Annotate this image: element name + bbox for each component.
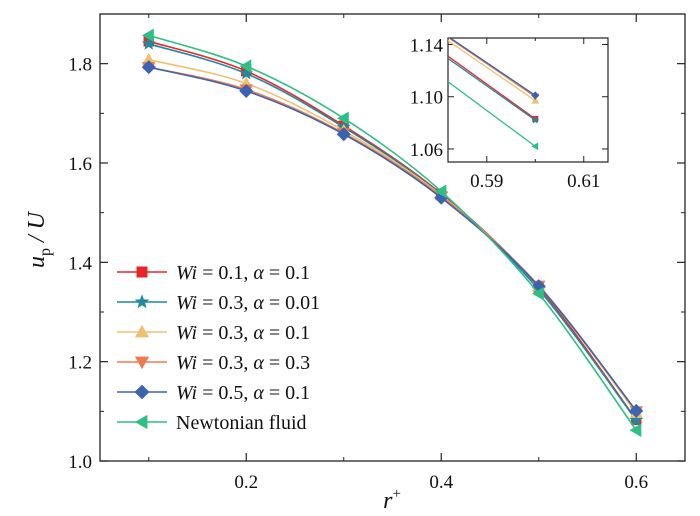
y-tick-label: 1.2 (68, 353, 92, 374)
y-tick-label: 1.4 (68, 253, 92, 274)
y-tick-label: 1.6 (68, 154, 92, 175)
data-point (141, 36, 156, 50)
data-point (336, 111, 349, 126)
data-point (239, 66, 254, 80)
series-line (148, 66, 637, 412)
legend-marker (134, 414, 148, 430)
x-tick-label: 0.6 (624, 472, 648, 493)
data-point (239, 59, 252, 73)
plot-frame (99, 13, 686, 462)
legend-marker (134, 384, 150, 400)
inset-series (448, 38, 540, 151)
y-axis-title-rest: / U (24, 210, 50, 248)
inset-data-point (531, 142, 539, 151)
data-point (141, 52, 156, 65)
inset-series-4 (449, 38, 540, 100)
data-point (629, 412, 644, 427)
x-axis-title-sup: + (392, 486, 400, 502)
inset-y-tick-label: 1.14 (410, 36, 444, 57)
inset-data-point (531, 116, 540, 124)
legend-marker (134, 356, 150, 370)
data-point (629, 403, 644, 418)
inset-series-line (448, 55, 536, 120)
data-point (141, 28, 154, 43)
data-point (434, 184, 447, 199)
x-tick-label: 0.4 (429, 472, 453, 493)
main-axes: 1.0 1.2 1.4 1.6 1.8 0.2 0.4 0.6 (68, 13, 685, 493)
inset-x-tick-label: 0.59 (470, 171, 503, 192)
legend-marker (134, 294, 150, 309)
y-tick-label: 1.0 (68, 452, 92, 473)
y-axis-title: up / U (24, 210, 54, 268)
legend-label: Wi = 0.3, α = 0.1 (176, 322, 310, 344)
inset-series-line (448, 57, 536, 121)
inset-series-1 (448, 57, 540, 124)
data-point (141, 60, 156, 75)
y-axis-title-main: u (24, 256, 50, 268)
inset-y-tick-label: 1.06 (410, 140, 443, 161)
legend: Wi = 0.1, α = 0.1 Wi = 0.3, α = 0.01 Wi = … (117, 262, 320, 434)
legend-label: Newtonian fluid (176, 412, 307, 434)
legend-label: Wi = 0.1, α = 0.1 (176, 262, 310, 284)
data-point (336, 127, 351, 142)
inset-chart: 1.06 1.10 1.14 0.59 0.61 (410, 36, 609, 192)
legend-label: Wi = 0.3, α = 0.3 (176, 352, 310, 374)
inset-series-line (449, 38, 536, 96)
inset-series-5 (448, 80, 539, 151)
inset-data-point (531, 91, 540, 100)
data-point (531, 286, 544, 301)
x-tick-label: 0.2 (234, 472, 258, 493)
inset-x-tick-label: 0.61 (567, 171, 600, 192)
data-point (629, 423, 642, 437)
inset-series-line (448, 38, 536, 98)
legend-label: Wi = 0.5, α = 0.1 (176, 382, 310, 404)
inset-series-line (448, 39, 536, 102)
y-tick-label: 1.8 (68, 55, 92, 76)
x-axis-title-main: r (383, 488, 393, 514)
inset-y-tick-label: 1.10 (410, 88, 443, 109)
inset-axes: 1.06 1.10 1.14 0.59 0.61 (410, 36, 608, 192)
legend-label: Wi = 0.3, α = 0.01 (176, 292, 320, 314)
series-line (148, 40, 637, 421)
y-axis-title-sub: p (37, 248, 54, 256)
legend-marker (136, 266, 148, 278)
x-axis-title: r+ (383, 486, 401, 514)
series-line (148, 43, 637, 421)
series-5 (141, 28, 642, 437)
legend-marker (134, 324, 150, 338)
data-point (239, 83, 254, 99)
inset-series-line (448, 80, 536, 147)
data-point (434, 190, 449, 205)
series-line (148, 34, 637, 431)
main-series (141, 28, 644, 437)
